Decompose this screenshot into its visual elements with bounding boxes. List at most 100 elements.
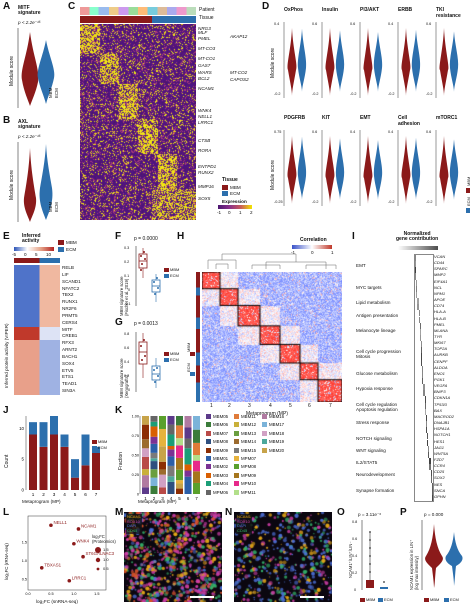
contribution-gene-top2a: TOP2A (434, 346, 448, 352)
fraction-segment-mp4 (167, 456, 175, 466)
panel-e-legend-ecm: ECM (66, 247, 77, 252)
panel-j-ytick-10: 10 (19, 426, 24, 431)
contribution-cell (425, 421, 427, 428)
contribution-gene-vegfa: VEGFA (434, 383, 448, 389)
contribution-gene-npm1: NPM1 (434, 290, 446, 296)
fraction-segment-mp1 (142, 416, 149, 425)
contribution-cell (424, 396, 426, 403)
gene-label-nell1: NELL1 (198, 114, 213, 119)
bar-ecm-mp4 (60, 434, 69, 447)
panel-d-top-ymax-0: 0.4 (274, 22, 280, 26)
contribution-gene-pgk1: PGK1 (434, 377, 445, 382)
program-label-9: Stress response (356, 420, 390, 426)
patient-legend-mpm07: MPM07 (241, 456, 257, 461)
activity-row-mitf (14, 326, 60, 334)
patient-legend-swatch-mbm05 (206, 414, 211, 419)
panel-g-legend-ecm-swatch (164, 358, 169, 362)
tf-label-sin3a: SIN3A (62, 388, 76, 394)
tf-label-tead1: TEAD1 (62, 381, 77, 387)
gene-label-sox5: SOX5 (198, 196, 211, 201)
activity-row-scand1 (14, 278, 60, 286)
contribution-cell (423, 384, 425, 391)
patient-legend-swatch-mbm01 (206, 456, 211, 461)
gene-contribution-grid (414, 254, 434, 502)
activity-tick-1: 0 (24, 252, 27, 257)
activity-row-etv5 (14, 367, 60, 375)
contribution-cell (418, 310, 420, 317)
fraction-segment-mp7 (193, 442, 200, 456)
panel-p-legend-ecm-swatch (444, 598, 449, 602)
panel-j-xlabel: Metaprogram (MP) (22, 499, 61, 504)
patient-legend-swatch-mpm10 (234, 481, 239, 487)
panel-e-ylabel: Inferred protein activity (VIPER) (4, 323, 9, 388)
panel-d-bottom-violin-3 (397, 130, 421, 206)
panel-e-legend-ecm-swatch (58, 247, 64, 252)
channel-label-sox10: SOX10 (237, 518, 250, 524)
panel-j-ytick-5: 5 (22, 457, 25, 462)
fraction-segment-mp1 (142, 448, 149, 457)
patient-legend-mbm08: MBM08 (213, 439, 229, 445)
tissue-legend-title: Tissue (222, 177, 238, 183)
contribution-cell (417, 304, 419, 311)
contribution-gene-tp53i3: TP53I3 (434, 401, 447, 407)
fraction-segment-mp5 (176, 480, 183, 484)
tissue-color-bar (80, 16, 196, 23)
patient-legend-mbm01: MBM01 (213, 456, 229, 461)
panel-letter-g: G (115, 317, 123, 328)
fraction-segment-mp7 (193, 482, 200, 494)
panel-letter-b: B (3, 115, 11, 126)
program-label-13: Neurodevelopment (356, 472, 395, 478)
fraction-segment-mp6 (184, 464, 192, 471)
contribution-cell (424, 408, 426, 415)
panel-o-tick-2: 0.4 (352, 554, 358, 558)
panel-g-tick-4: 0 (128, 388, 131, 392)
activity-row-creb1 (14, 333, 60, 341)
panel-k-stacked-bar: 1 2 3 4 5 6 7 1.00 0.75 0.50 0.25 0 (132, 415, 200, 501)
panel-p-legend-mbm: MBM (430, 597, 440, 602)
panel-j-ytick-0: 0 (22, 488, 25, 493)
fraction-segment-mp1 (142, 475, 149, 488)
gene-label-entpd1: ENTPD1 (198, 164, 217, 169)
panel-g-tick-2: 0.4 (124, 360, 130, 364)
panel-a-pval: p < 2.2e⁻¹⁶ (18, 20, 41, 25)
fraction-segment-mp2 (150, 436, 158, 444)
panel-letter-c: C (68, 1, 76, 12)
panel-d-top-title-2: PI3/AKT (360, 7, 380, 13)
tf-label-runx1: RUNX1 (62, 299, 78, 305)
bar-mbm-mp7 (92, 453, 100, 490)
panel-e-legend-mbm: MBM (66, 240, 77, 245)
fraction-segment-mp5 (176, 445, 183, 458)
channel-label-cd45: CD45 (237, 527, 248, 533)
contribution-cell (427, 433, 429, 440)
bar-mbm-mp1 (29, 434, 37, 490)
expression-legend-title: Expression (222, 199, 247, 204)
patient-legend-mbm02: MBM02 (213, 464, 229, 470)
point-tbxas1 (39, 566, 44, 570)
patient-legend-swatch-mbm12 (234, 422, 239, 428)
patient-legend-swatch-mbm14 (234, 439, 239, 445)
contribution-gene-mlana: MLANA (434, 327, 448, 333)
fraction-segment-mp2 (150, 469, 158, 478)
row-label-patient: Patient (199, 7, 215, 13)
tf-label-ets1: ETS1 (62, 374, 74, 380)
point-st6galnac3 (81, 554, 85, 559)
panel-d-bottom-ymax-4: 0.6 (426, 130, 432, 134)
panel-k-xtick-4: 4 (170, 496, 173, 501)
patient-legend-swatch-mpm09 (234, 472, 239, 478)
activity-row-tbx2 (14, 292, 60, 300)
panel-j-xtick-7: 7 (95, 492, 98, 497)
ecm-channel-legend: NCAM1 SOX10 DAPI CD45 (236, 514, 253, 535)
expr-tick-2: 1 (239, 210, 242, 215)
patient-legend-swatch-mbm06 (206, 422, 211, 428)
fraction-segment-mp7 (193, 416, 200, 430)
panel-l-ylabel: log₂FC (rRNA-seq) (4, 543, 9, 580)
ecm-multiplex-image: NCAM1 SOX10 DAPI CD45 (234, 512, 332, 602)
contribution-gene-ncl: NCL (434, 284, 443, 290)
activity-row-arnt2 (14, 347, 60, 354)
panel-d-top-ymin-4: -0.2 (426, 92, 433, 96)
activity-row-nr2f6 (14, 306, 60, 313)
program-label-12: IL2/STAT5 (356, 460, 378, 466)
gene-label-nrg3: NRG3 (198, 26, 211, 31)
contribution-gene-nes: NES (434, 481, 443, 487)
ecm-scale-bar (300, 596, 324, 598)
